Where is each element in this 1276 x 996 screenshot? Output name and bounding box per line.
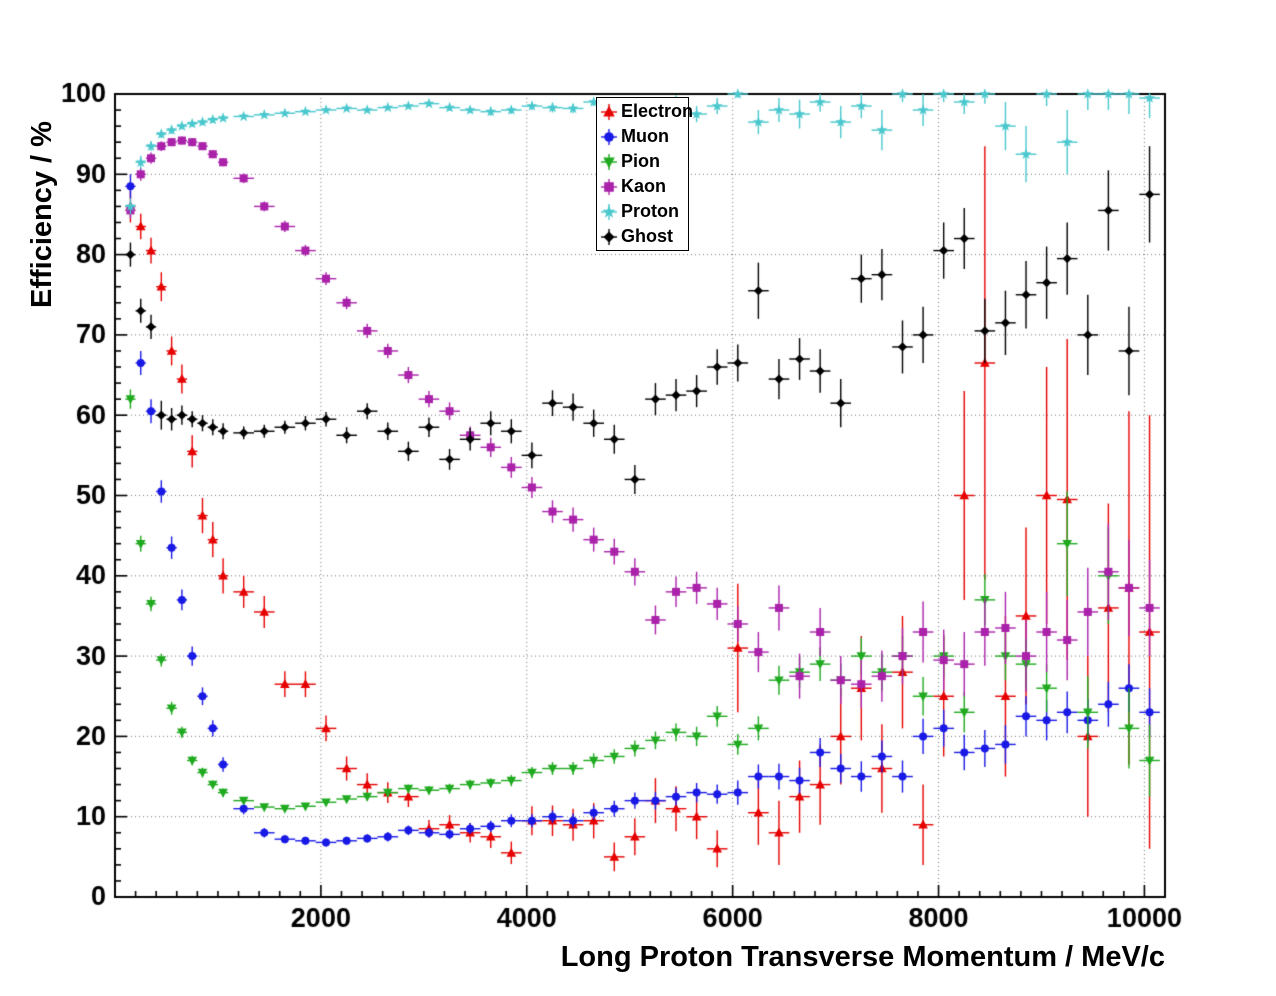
ghost-marker-icon <box>597 224 621 249</box>
electron-marker-icon <box>597 99 621 124</box>
legend-label: Kaon <box>621 176 666 196</box>
legend-item-pion: Pion <box>597 149 688 174</box>
legend-label: Ghost <box>621 226 673 246</box>
legend-item-proton: Proton <box>597 199 688 224</box>
muon-marker-icon <box>597 124 621 149</box>
legend-item-ghost: Ghost <box>597 224 688 249</box>
legend-item-electron: Electron <box>597 99 693 124</box>
x-axis-title: Long Proton Transverse Momentum / MeV/c <box>560 941 1165 973</box>
y-axis-title: Efficiency / % <box>26 121 58 308</box>
legend-label: Proton <box>621 201 679 221</box>
pion-marker-icon <box>597 149 621 174</box>
legend-label: Pion <box>621 151 660 171</box>
legend: Electron Muon Pion Kaon Proton Ghost <box>596 97 693 251</box>
kaon-marker-icon <box>597 174 621 199</box>
proton-marker-icon <box>597 199 621 224</box>
legend-item-kaon: Kaon <box>597 174 688 199</box>
legend-item-muon: Muon <box>597 124 688 149</box>
legend-label: Electron <box>621 101 694 121</box>
legend-label: Muon <box>621 126 669 146</box>
